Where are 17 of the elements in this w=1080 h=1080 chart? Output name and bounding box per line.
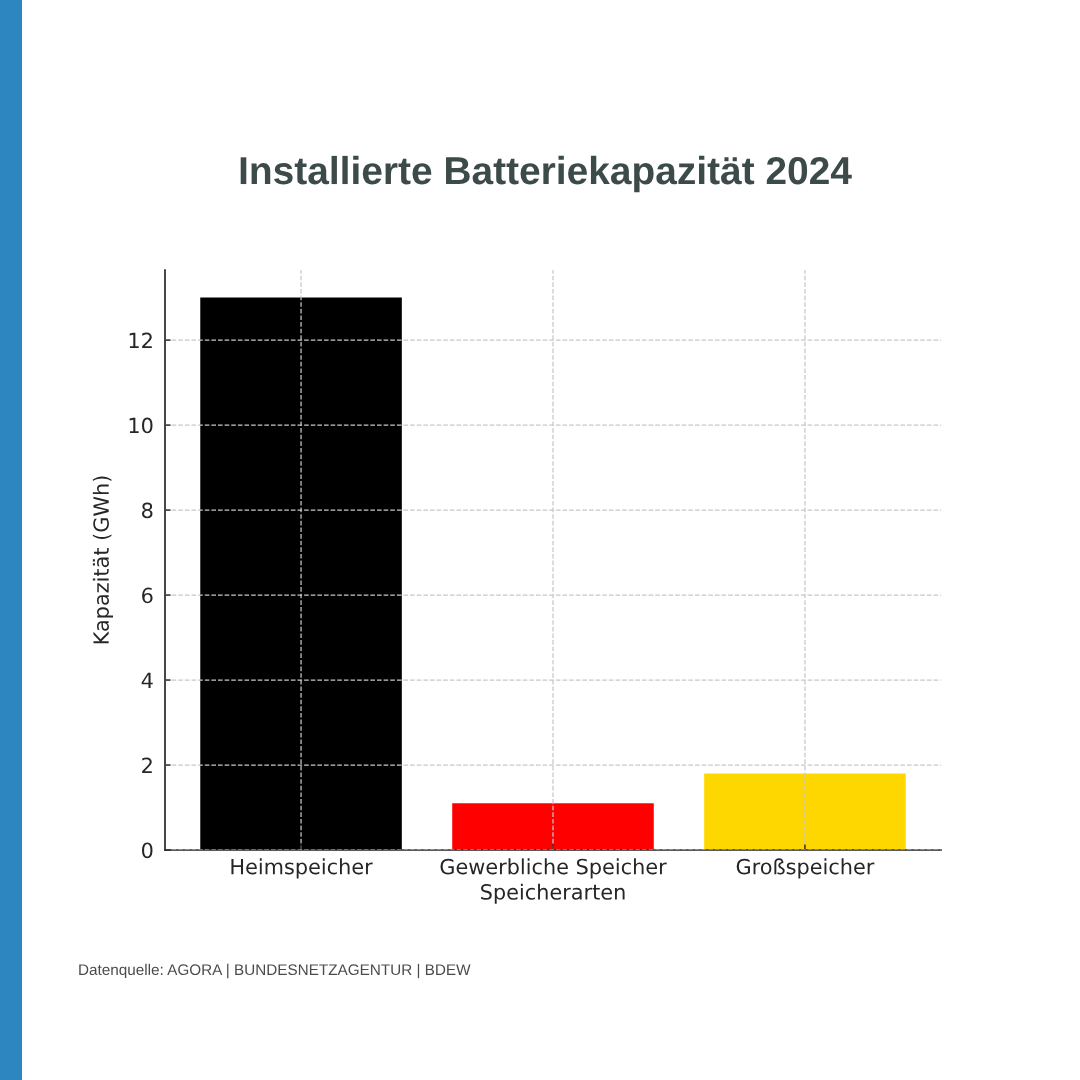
y-tick-label: 8 bbox=[142, 502, 153, 519]
bar bbox=[704, 773, 906, 850]
bar bbox=[452, 803, 654, 850]
text: Datenquelle: AGORA | BUNDESNETZAGENTUR | BDEW bbox=[79, 963, 471, 979]
y-axis-title: Kapazität (GWh) bbox=[92, 476, 114, 644]
y-tick-label: 10 bbox=[129, 417, 153, 434]
x-tick-label: Großspeicher bbox=[736, 858, 875, 879]
y-tick-label: 6 bbox=[142, 587, 153, 604]
x-tick-label: Gewerbliche Speicher bbox=[440, 858, 667, 879]
y-tick-label: 2 bbox=[142, 757, 152, 773]
y-tick-label: 4 bbox=[141, 672, 153, 688]
chart-title: Installierte Batteriekapazität 2024 bbox=[240, 155, 852, 193]
y-tick-label: 12 bbox=[129, 332, 152, 349]
y-tick-label: 0 bbox=[142, 842, 153, 859]
bar bbox=[200, 297, 402, 850]
x-axis-title: Speicherarten bbox=[481, 883, 625, 904]
x-tick-label: Heimspeicher bbox=[231, 858, 373, 879]
